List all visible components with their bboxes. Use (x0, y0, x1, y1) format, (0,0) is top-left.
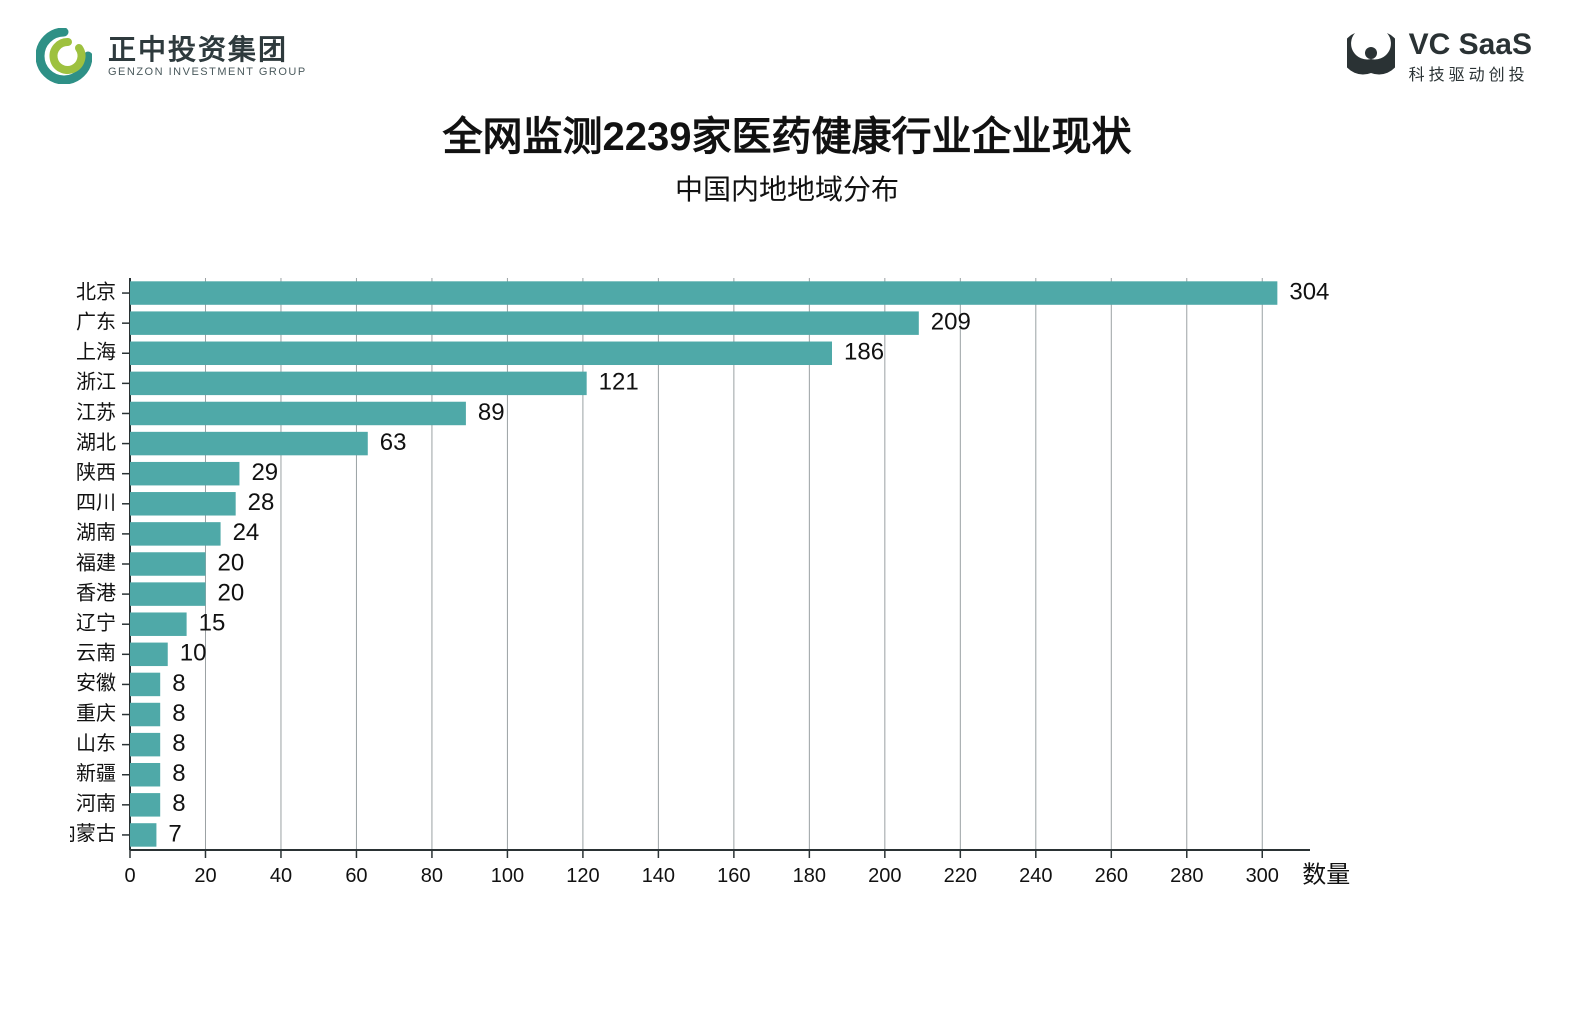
page-title: 全网监测2239家医药健康行业企业现状 (0, 104, 1574, 162)
bar-value-label: 8 (172, 790, 185, 817)
x-tick-label: 140 (642, 865, 675, 887)
category-label: 江苏 (76, 401, 116, 424)
x-axis-title: 数量 (1302, 861, 1350, 888)
category-label: 福建 (76, 551, 116, 574)
vcsaas-logo-text: VC SaaS 科技驱动创投 (1409, 28, 1532, 85)
bar-value-label: 8 (172, 670, 185, 697)
x-tick-label: 260 (1095, 865, 1128, 887)
bar (130, 522, 221, 545)
bar-value-label: 8 (172, 700, 185, 727)
bar-value-label: 24 (233, 519, 260, 546)
bar (130, 342, 832, 365)
bar (130, 492, 236, 515)
bar-value-label: 29 (251, 459, 278, 486)
x-tick-label: 220 (944, 865, 977, 887)
bar-value-label: 8 (172, 730, 185, 757)
genzon-logo-icon (36, 28, 92, 84)
bar-value-label: 7 (168, 820, 181, 847)
bar-value-label: 28 (248, 489, 275, 516)
bar-value-label: 10 (180, 640, 207, 667)
chart-svg: 0 20 40 60 80 100 120 140 160 180 200 220 240 260 280 3… (70, 270, 1510, 910)
bar (130, 432, 368, 455)
x-tick-label: 120 (566, 865, 599, 887)
category-label: 北京 (76, 280, 116, 303)
x-tick-label: 100 (491, 865, 524, 887)
bar (130, 823, 156, 846)
category-label: 四川 (76, 492, 116, 514)
bar (130, 733, 160, 756)
category-label: 新疆 (76, 762, 116, 785)
vcsaas-name-main: VC SaaS (1409, 28, 1532, 61)
bar (130, 673, 160, 696)
genzon-logo: 正中投资集团 GENZON INVESTMENT GROUP (36, 28, 307, 84)
x-tick-label: 200 (868, 865, 901, 887)
page: 正中投资集团 GENZON INVESTMENT GROUP VC SaaS 科… (0, 0, 1574, 1032)
x-tick-label: 40 (270, 865, 292, 887)
x-tick-label: 160 (717, 865, 750, 887)
bar-value-label: 89 (478, 399, 505, 426)
category-label: 湖南 (76, 521, 116, 544)
category-label: 浙江 (76, 371, 116, 394)
bar (130, 763, 160, 786)
bar-value-label: 20 (217, 579, 244, 606)
category-label: 安徽 (76, 672, 116, 695)
page-subtitle: 中国内地地域分布 (0, 168, 1574, 208)
category-label: 内蒙古 (70, 822, 116, 845)
bar-value-label: 63 (380, 429, 407, 456)
bar (130, 643, 168, 666)
bar-value-label: 209 (931, 309, 971, 336)
region-distribution-chart: 0 20 40 60 80 100 120 140 160 180 200 220 240 260 280 3… (70, 270, 1510, 910)
category-label: 河南 (76, 792, 116, 815)
bar-value-label: 121 (599, 369, 639, 396)
x-tick-label: 20 (194, 865, 216, 887)
x-tick-label: 300 (1246, 865, 1279, 887)
bar-value-label: 304 (1289, 278, 1329, 305)
category-label: 辽宁 (76, 611, 116, 634)
category-label: 山东 (76, 732, 116, 755)
category-label: 上海 (76, 341, 116, 364)
category-label: 香港 (76, 581, 116, 604)
genzon-logo-text: 正中投资集团 GENZON INVESTMENT GROUP (108, 34, 307, 78)
bar (130, 703, 160, 726)
x-tick-label: 280 (1170, 865, 1203, 887)
bar (130, 402, 466, 425)
bar (130, 612, 187, 635)
x-tick-label: 0 (124, 865, 135, 887)
x-tick-label: 240 (1019, 865, 1052, 887)
vcsaas-logo-icon (1347, 29, 1395, 85)
vcsaas-name-sub: 科技驱动创投 (1409, 61, 1532, 85)
vcsaas-logo: VC SaaS 科技驱动创投 (1347, 28, 1532, 85)
bar-value-label: 20 (217, 549, 244, 576)
category-label: 云南 (76, 642, 116, 665)
category-label: 陕西 (76, 461, 116, 484)
bar (130, 372, 587, 395)
category-label: 重庆 (76, 702, 116, 725)
category-label: 湖北 (76, 431, 116, 454)
x-tick-label: 60 (345, 865, 367, 887)
bar-value-label: 186 (844, 339, 884, 366)
bar (130, 793, 160, 816)
x-tick-label: 80 (421, 865, 443, 887)
bar (130, 552, 205, 575)
bar (130, 281, 1277, 304)
category-label: 广东 (76, 310, 116, 333)
bar-value-label: 8 (172, 760, 185, 787)
genzon-name-cn: 正中投资集团 (108, 34, 307, 66)
bar (130, 311, 919, 334)
genzon-name-en: GENZON INVESTMENT GROUP (108, 66, 307, 78)
bar (130, 462, 239, 485)
bar-value-label: 15 (199, 610, 226, 637)
x-tick-label: 180 (793, 865, 826, 887)
bar (130, 582, 205, 605)
